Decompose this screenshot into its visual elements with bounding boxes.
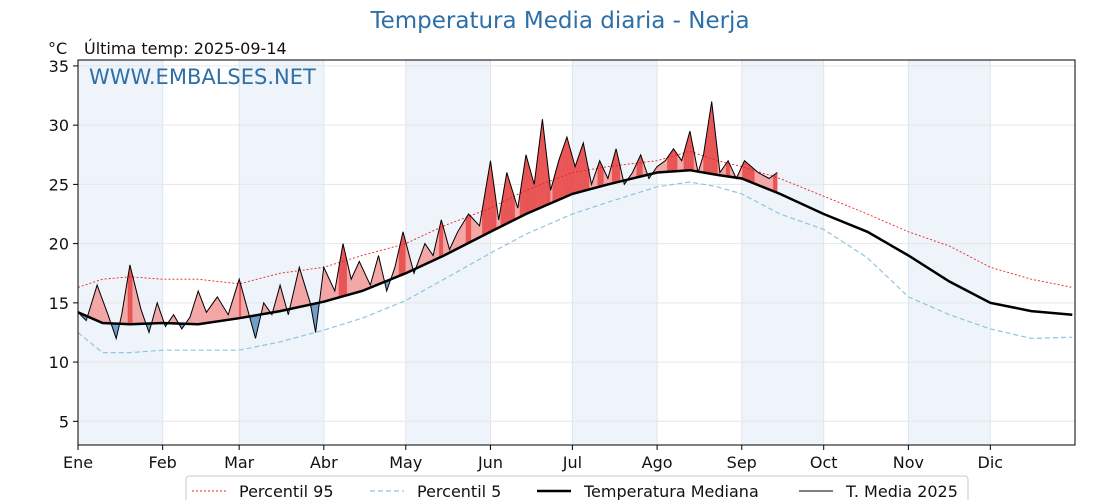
anomaly-fill [560,148,563,200]
chart-title: Temperatura Media diaria - Nerja [370,8,750,34]
x-tick-label: Ago [642,453,673,472]
anomaly-fill [562,142,566,199]
x-tick-label: Abr [310,453,338,472]
y-tick-label: 15 [49,294,69,313]
month-band [572,60,658,445]
y-axis-ticks: 5 10 15 20 25 30 35 [49,57,78,431]
series-line-median [77,168,1073,326]
y-tick-label: 25 [49,175,69,194]
x-tick-label: Dic [978,453,1004,472]
x-tick-label: Jun [477,453,503,472]
anomaly-fill [673,148,676,172]
y-tick-label: 30 [49,116,69,135]
x-tick-label: Oct [810,453,838,472]
legend-box [185,475,969,500]
series-line-2025 [77,101,778,341]
month-band [741,60,824,445]
anomaly-fill [468,213,472,244]
legend-label-median: Temperatura Mediana [583,482,759,500]
month-bands [78,60,991,445]
x-tick-label: May [389,453,422,472]
x-tick-label: Jul [562,453,582,472]
legend: Percentil 95 Percentil 5 Temperatura Med… [185,475,969,500]
month-band [239,60,324,445]
legend-label-p5: Percentil 5 [417,482,501,500]
legend-label-p95: Percentil 95 [239,482,334,500]
anomaly-fill [579,148,582,193]
x-tick-label: Feb [149,453,177,472]
y-tick-label: 20 [49,235,69,254]
anomaly-fill [770,175,774,192]
x-axis-ticks: Ene Feb Mar Abr May Jun Jul Ago Sep Oct Nov Dic [63,445,1003,472]
last-temp-label: Última temp: 2025-09-14 [84,39,287,58]
anomaly-fill [775,172,778,193]
x-tick-label: Mar [224,453,255,472]
legend-label-2025: T. Media 2025 [845,482,958,500]
unit-label: °C [48,39,68,58]
x-tick-label: Nov [893,453,924,472]
month-band [78,60,163,445]
series-line-p5 [77,181,1073,354]
series-line-p95 [77,150,1073,288]
watermark-text: WWW.EMBALSES.NET [89,65,316,89]
x-tick-label: Sep [727,453,757,472]
anomaly-fill [581,142,584,192]
plot-frame [77,59,1076,446]
y-tick-label: 10 [49,353,69,372]
anomaly-fill [471,216,475,242]
anomaly-fill [564,136,568,198]
y-tick-label: 5 [59,412,69,431]
y-tick-label: 35 [49,57,69,76]
anomaly-fill [566,136,570,197]
anomaly-fill [525,154,529,215]
x-tick-label: Ene [63,453,93,472]
month-band [908,60,991,445]
series-lines [77,101,1073,354]
